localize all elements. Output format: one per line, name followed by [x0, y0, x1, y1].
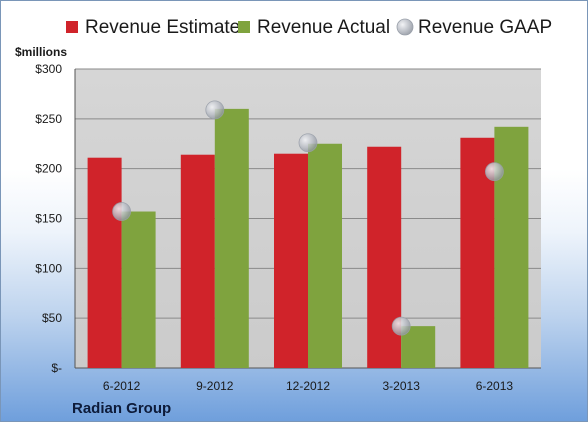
- legend-label-revenue-estimate: Revenue Estimate: [85, 17, 240, 38]
- bar-revenue-actual-12-2012: [308, 143, 342, 368]
- legend-swatch-revenue-actual: [238, 21, 250, 33]
- legend-swatch-revenue-estimate: [66, 21, 78, 33]
- y-tick-label: $200: [35, 162, 62, 176]
- plot-area: $- $50 $100 $150 $200 $250 $300 6-2012 9-2012 12-…: [35, 62, 541, 393]
- legend-label-revenue-actual: Revenue Actual: [257, 17, 390, 38]
- legend: Revenue Estimate Revenue Actual Revenue GA…: [66, 17, 552, 38]
- marker-revenue-gaap-6-2012: [112, 202, 131, 221]
- bar-revenue-actual-6-2013: [494, 126, 529, 368]
- marker-revenue-gaap-12-2012: [298, 133, 318, 153]
- x-tick-label: 6-2013: [476, 379, 514, 393]
- y-tick-label: $250: [35, 112, 62, 126]
- bar-revenue-estimate-6-2012: [87, 157, 122, 368]
- x-tick-label: 12-2012: [286, 379, 330, 393]
- marker-revenue-gaap-6-2013: [484, 162, 504, 182]
- y-tick-label: $50: [42, 311, 62, 325]
- bar-revenue-estimate-9-2012: [180, 154, 215, 368]
- x-tick-label: 3-2013: [383, 379, 421, 393]
- bar-revenue-estimate-3-2013: [367, 146, 402, 368]
- y-tick-label: $-: [51, 361, 62, 375]
- legend-swatch-revenue-gaap: [396, 18, 414, 36]
- y-unit-label: $millions: [15, 45, 67, 59]
- y-tick-label: $300: [35, 62, 62, 76]
- x-tick-label: 9-2012: [196, 379, 234, 393]
- bar-revenue-estimate-12-2012: [274, 153, 308, 368]
- bar-revenue-actual-9-2012: [214, 108, 249, 368]
- marker-revenue-gaap-9-2012: [205, 100, 225, 120]
- marker-revenue-gaap-3-2013: [391, 316, 411, 336]
- legend-label-revenue-gaap: Revenue GAAP: [418, 17, 552, 38]
- y-tick-label: $150: [35, 212, 62, 226]
- company-name: Radian Group: [72, 400, 171, 417]
- x-tick-label: 6-2012: [103, 379, 141, 393]
- bar-revenue-actual-6-2012: [121, 211, 156, 368]
- y-tick-label: $100: [35, 261, 62, 275]
